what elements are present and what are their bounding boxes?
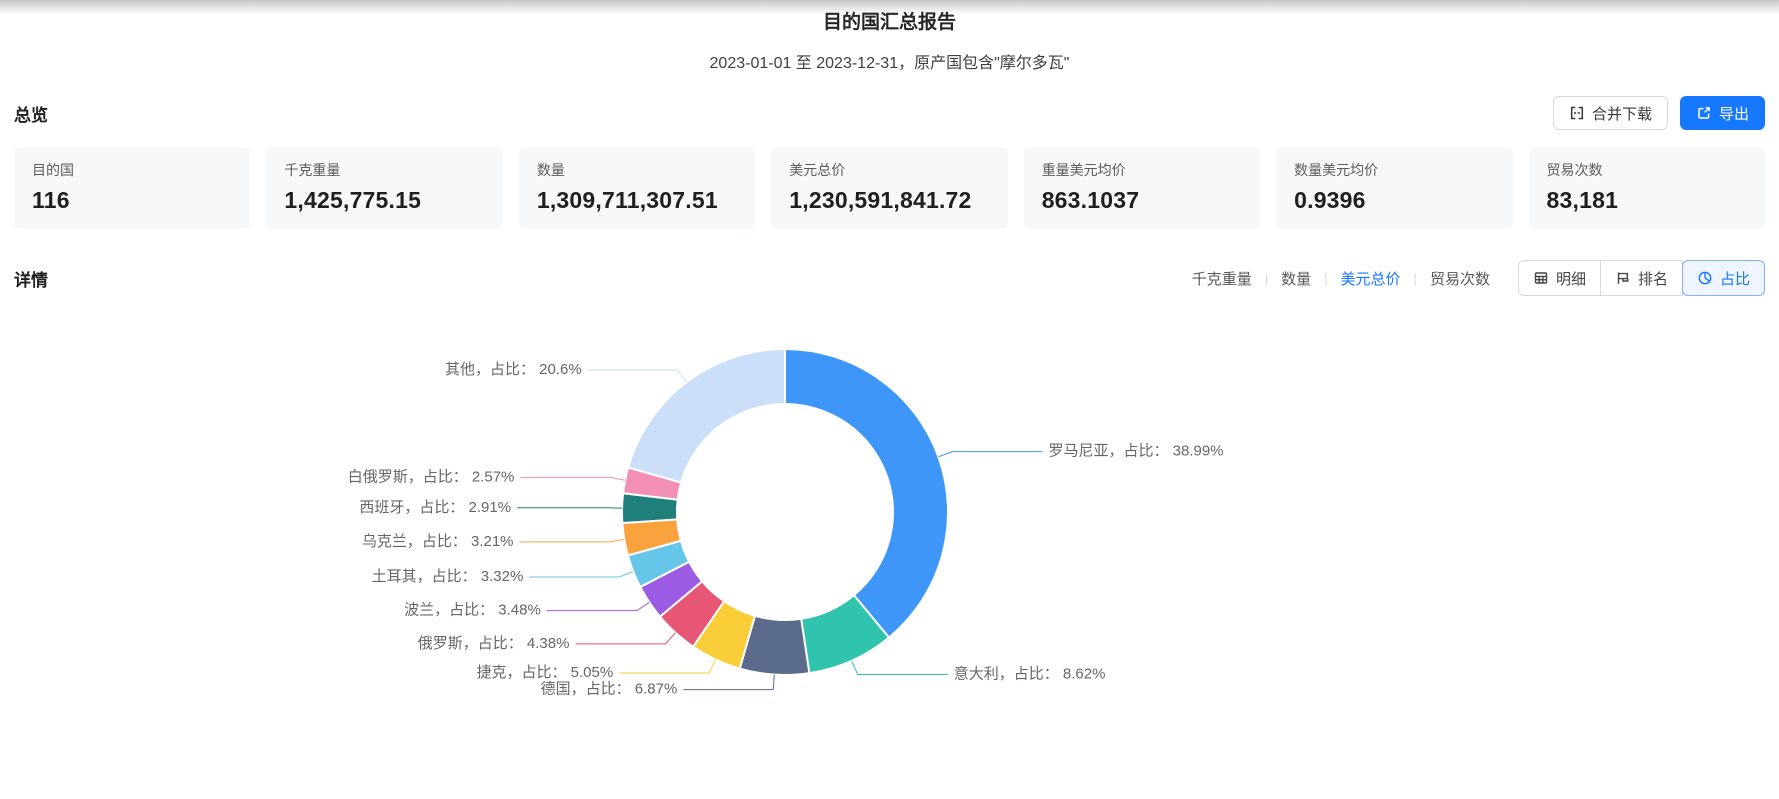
stat-card-label: 数量 [536, 162, 565, 178]
view-button-label: 明细 [1555, 270, 1586, 288]
stat-card-label: 目的国 [32, 162, 74, 178]
report-header: 目的国汇总报告 2023-01-01 至 2023-12-31，原产国包含"摩尔… [0, 0, 1779, 73]
slice-label-romania: 罗马尼亚，占比： 38.99% [1048, 443, 1223, 460]
view-button-label: 占比 [1719, 270, 1750, 288]
stat-card-label: 千克重量 [284, 162, 341, 178]
stat-card-value: 1,230,591,841.72 [789, 187, 972, 213]
export-label: 导出 [1718, 105, 1749, 123]
pie-icon [1697, 270, 1713, 286]
view-button-group: 明细 排名 占比 [1517, 260, 1765, 296]
tab-separator: | [1264, 270, 1269, 286]
metric-tab-quantity[interactable]: 数量 [1281, 270, 1312, 288]
label-line-romania [938, 451, 1043, 458]
label-line-russia [575, 632, 676, 645]
label-line-belarus [520, 476, 626, 481]
tab-separator: | [1324, 270, 1328, 286]
stat-card-label: 美元总价 [789, 162, 846, 178]
detail-controls: 千克重量 | 数量 | 美元总价 | 贸易次数 明细 排名 占比 [1190, 260, 1765, 296]
label-line-other [587, 369, 688, 383]
overview-cards: 目的国 116 千克重量 1,425,775.15 数量 1,309,711,307.51… [14, 147, 1765, 229]
slice-label-germany: 德国，占比： 6.87% [541, 680, 678, 698]
slice-romania[interactable] [784, 347, 949, 639]
page-subtitle: 2023-01-01 至 2023-12-31，原产国包含"摩尔多瓦" [709, 55, 1070, 72]
label-line-turkey [529, 571, 634, 578]
metric-tab-kg-weight[interactable]: 千克重量 [1191, 270, 1252, 288]
slice-label-czech: 捷克，占比： 5.05% [476, 664, 613, 681]
slice-other[interactable] [626, 347, 786, 484]
stat-card-value: 83,181 [1546, 187, 1619, 213]
stat-card-quantity: 数量 1,309,711,307.51 [518, 147, 756, 229]
slice-label-russia: 俄罗斯，占比： 4.38% [418, 635, 570, 652]
view-button-ranking[interactable]: 排名 [1599, 260, 1683, 296]
stat-card-value: 116 [32, 187, 70, 213]
ranking-icon [1615, 270, 1631, 286]
donut-chart: 罗马尼亚，占比： 38.99% 意大利，占比： 8.62% 德国，占比： 6.87%… [348, 347, 1224, 698]
slice-label-ukraine: 乌克兰，占比： 3.21% [362, 533, 514, 550]
stat-card-value: 0.9396 [1294, 187, 1366, 213]
stat-card-value: 1,425,775.15 [284, 187, 422, 213]
label-line-italy [851, 660, 948, 675]
detail-heading: 详情 [14, 270, 48, 290]
slice-label-turkey: 土耳其，占比： 3.32% [372, 568, 524, 585]
overview-actions: 合并下载 导出 [1552, 96, 1765, 130]
metric-tab-trade-count[interactable]: 贸易次数 [1429, 270, 1490, 288]
stat-card-label: 数量美元均价 [1294, 162, 1379, 178]
stat-card-label: 重量美元均价 [1041, 162, 1126, 178]
merge-download-button[interactable]: 合并下载 [1552, 96, 1668, 130]
view-button-proportion[interactable]: 占比 [1681, 260, 1765, 296]
stat-card-kg-weight: 千克重量 1,425,775.15 [266, 147, 503, 229]
slice-label-poland: 波兰，占比： 3.48% [404, 602, 541, 619]
overview-section: 总览 合并下载 [0, 95, 1779, 229]
slice-label-belarus: 白俄罗斯，占比： 2.57% [348, 468, 515, 485]
stat-card-value: 863.1037 [1041, 187, 1140, 213]
overview-heading: 总览 [14, 105, 48, 125]
label-line-czech [619, 659, 717, 674]
merge-cells-icon [1569, 105, 1585, 121]
stat-card-label: 贸易次数 [1546, 162, 1603, 178]
stat-card-usd-per-quantity: 数量美元均价 0.9396 [1276, 147, 1513, 229]
export-button[interactable]: 导出 [1679, 96, 1765, 130]
detail-section: 详情 千克重量 | 数量 | 美元总价 | 贸易次数 明细 排名 占比 [0, 259, 1779, 297]
metric-tab-usd-total[interactable]: 美元总价 [1340, 270, 1401, 288]
slice-label-other: 其他，占比： 20.6% [445, 361, 582, 378]
label-line-germany [683, 674, 775, 691]
stat-card-destination-count: 目的国 116 [14, 147, 251, 229]
stat-card-usd-per-weight: 重量美元均价 863.1037 [1023, 147, 1261, 229]
slice-label-spain: 西班牙，占比： 2.91% [359, 499, 511, 516]
stat-card-usd-total: 美元总价 1,230,591,841.72 [771, 147, 1008, 229]
view-button-detail-table[interactable]: 明细 [1517, 260, 1601, 296]
page-title: 目的国汇总报告 [822, 12, 956, 33]
label-line-ukraine [519, 538, 625, 543]
table-icon [1533, 270, 1549, 286]
export-icon [1696, 105, 1712, 121]
label-line-poland [546, 601, 650, 612]
slice-label-italy: 意大利，占比： 8.62% [954, 664, 1106, 682]
merge-download-label: 合并下载 [1591, 105, 1652, 123]
stat-card-value: 1,309,711,307.51 [536, 187, 718, 213]
metric-tabs: 千克重量 | 数量 | 美元总价 | 贸易次数 [1190, 268, 1492, 289]
stat-card-trade-count: 贸易次数 83,181 [1528, 147, 1765, 229]
tab-separator: | [1413, 270, 1417, 286]
view-button-label: 排名 [1637, 270, 1668, 288]
